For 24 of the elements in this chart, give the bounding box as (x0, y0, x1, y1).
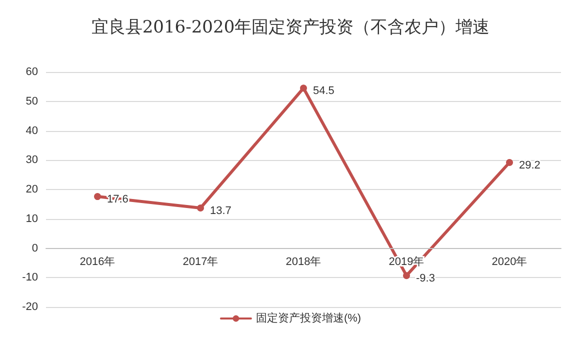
data-label: 54.5 (313, 85, 334, 98)
chart-title: 宜良县2016-2020年固定资产投资（不含农户）增速 (91, 18, 490, 38)
y-tick-label: 50 (26, 95, 38, 108)
data-label: 13.7 (210, 205, 232, 218)
y-tick-label: 30 (26, 154, 38, 166)
point (403, 272, 410, 280)
y-tick-label: 20 (26, 184, 38, 196)
x-tick-label: 2020年 (492, 256, 528, 268)
point (300, 84, 307, 92)
y-tick-label: 40 (26, 124, 38, 137)
data-label: -9.3 (416, 272, 435, 285)
x-tick-label: 2017年 (182, 256, 218, 268)
y-tick-label: -20 (22, 301, 38, 313)
y-tick-label: 0 (32, 242, 38, 254)
point (197, 204, 204, 212)
x-tick-label: 2016年 (80, 256, 116, 268)
y-tick-label: 60 (26, 66, 38, 78)
legend-label: 固定资产投资增速(%) (256, 312, 362, 324)
y-tick-label: 10 (26, 212, 38, 225)
data-label: 29.2 (519, 159, 540, 172)
point (506, 158, 513, 166)
y-tick-label: -10 (22, 272, 38, 284)
point (94, 193, 101, 200)
x-tick-label: 2018年 (286, 256, 322, 268)
